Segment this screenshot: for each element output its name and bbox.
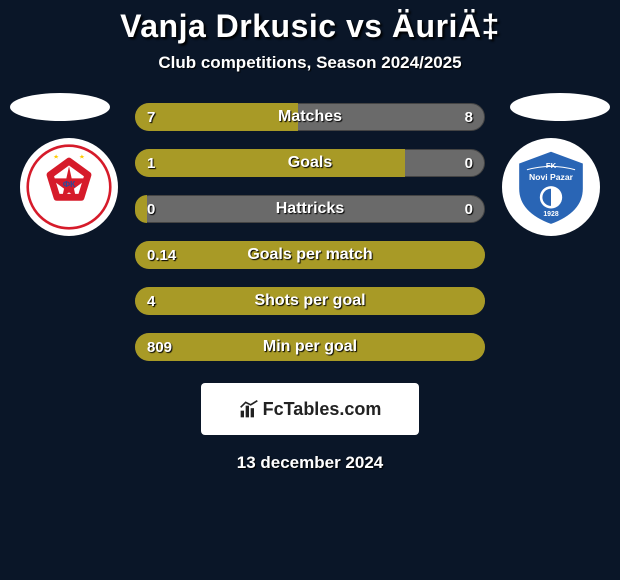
stat-row: 4Shots per goal bbox=[135, 287, 485, 315]
bar-left-fill bbox=[135, 103, 298, 131]
stat-row: 78Matches bbox=[135, 103, 485, 131]
svg-text:1928: 1928 bbox=[543, 211, 558, 218]
bar-background bbox=[135, 195, 485, 223]
novi-pazar-icon: FK Novi Pazar 1928 bbox=[508, 144, 594, 230]
bar-left-fill bbox=[135, 287, 485, 315]
stat-row: 809Min per goal bbox=[135, 333, 485, 361]
stat-row: 10Goals bbox=[135, 149, 485, 177]
main-area: ФК FK Novi Pazar 1928 78Matches 10Goals 00… bbox=[0, 103, 620, 361]
red-star-icon: ФК bbox=[26, 144, 112, 230]
photo-placeholder-left bbox=[10, 93, 110, 121]
club-crest-right: FK Novi Pazar 1928 bbox=[502, 138, 600, 236]
club-crest-left: ФК bbox=[20, 138, 118, 236]
stat-row: 00Hattricks bbox=[135, 195, 485, 223]
chart-icon bbox=[239, 399, 259, 419]
bar-left-fill bbox=[135, 241, 485, 269]
photo-placeholder-right bbox=[510, 93, 610, 121]
svg-text:Novi Pazar: Novi Pazar bbox=[529, 172, 574, 182]
svg-text:ФК: ФК bbox=[63, 179, 76, 189]
stat-bars: 78Matches 10Goals 00Hattricks 0.14Goals per… bbox=[135, 103, 485, 361]
comparison-card: Vanja Drkusic vs ÄuriÄ‡ Club competition… bbox=[0, 0, 620, 473]
attribution-text: FcTables.com bbox=[263, 399, 382, 420]
date-text: 13 december 2024 bbox=[237, 453, 384, 473]
bar-left-fill bbox=[135, 149, 405, 177]
subtitle: Club competitions, Season 2024/2025 bbox=[158, 53, 461, 73]
bar-left-fill bbox=[135, 195, 147, 223]
stat-row: 0.14Goals per match bbox=[135, 241, 485, 269]
bar-left-fill bbox=[135, 333, 485, 361]
page-title: Vanja Drkusic vs ÄuriÄ‡ bbox=[120, 8, 500, 45]
attribution-badge: FcTables.com bbox=[201, 383, 419, 435]
svg-text:FK: FK bbox=[546, 161, 557, 170]
